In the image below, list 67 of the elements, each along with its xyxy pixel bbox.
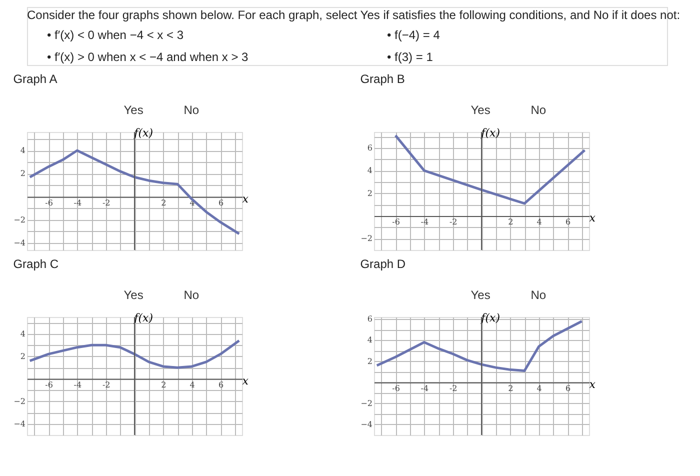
text: No — [184, 103, 200, 117]
y-axis-title: f(x) — [133, 312, 153, 324]
y-tick-label: −2 — [360, 398, 372, 408]
text: • f′(x) < 0 when −4 < x < 3 — [47, 28, 184, 42]
x-tick-label: 2 — [508, 384, 514, 393]
text: Yes — [124, 103, 144, 117]
y-tick-label: 2 — [20, 169, 26, 178]
x-tick-label: -6 — [45, 380, 53, 390]
text: No — [184, 288, 200, 302]
x-tick-label: 2 — [161, 380, 166, 390]
chart-title: Graph A — [13, 72, 58, 86]
y-tick-label: 2 — [367, 356, 372, 366]
x-tick-label: -6 — [392, 384, 400, 393]
x-axis-title: x — [589, 211, 596, 224]
x-tick-label: -4 — [74, 380, 82, 390]
text: • f(−4) = 4 — [387, 28, 440, 42]
x-tick-label: 6 — [565, 217, 571, 226]
x-tick-label: -6 — [392, 217, 400, 226]
y-tick-label: −2 — [14, 215, 26, 224]
text: Yes — [124, 288, 144, 302]
text: • f′(x) > 0 when x < −4 and when x > 3 — [47, 50, 249, 64]
chart-title: Graph B — [360, 72, 405, 86]
text: Consider the four graphs shown below. For each graph, select Yes if satisfies the following conditions, and No if it does not: — [27, 8, 680, 22]
x-tick-label: 6 — [218, 380, 224, 390]
y-axis-title: f(x) — [480, 312, 500, 324]
chart-title: Graph C — [13, 257, 59, 271]
y-tick-label: 4 — [367, 166, 372, 176]
x-tick-label: -6 — [45, 198, 53, 208]
y-tick-label: 6 — [367, 143, 372, 152]
x-tick-label: 6 — [218, 198, 224, 208]
x-tick-label: 2 — [508, 217, 514, 226]
y-tick-label: −4 — [14, 419, 26, 428]
x-tick-label: 2 — [161, 198, 166, 208]
y-tick-label: 2 — [20, 352, 26, 361]
chart-title: Graph D — [360, 257, 406, 271]
x-tick-label: 4 — [536, 217, 542, 226]
x-tick-label: -2 — [102, 198, 110, 208]
x-tick-label: -4 — [420, 217, 429, 226]
x-axis-title: x — [589, 378, 596, 391]
x-tick-label: 6 — [565, 384, 571, 393]
x-tick-label: -2 — [449, 217, 458, 226]
y-tick-label: 4 — [367, 336, 372, 345]
text: Yes — [470, 288, 490, 302]
y-tick-label: 4 — [20, 146, 26, 156]
line-series — [28, 339, 240, 369]
text: Yes — [470, 103, 490, 117]
line-series — [28, 149, 240, 236]
y-tick-label: 6 — [367, 314, 372, 324]
x-tick-label: 4 — [190, 380, 195, 390]
x-tick-label: 4 — [536, 384, 542, 393]
x-tick-label: -4 — [74, 198, 82, 208]
y-tick-label: 2 — [367, 188, 372, 198]
x-tick-label: -4 — [420, 384, 429, 393]
y-tick-label: −2 — [360, 234, 372, 244]
y-tick-label: −4 — [14, 238, 26, 248]
text: No — [530, 103, 546, 117]
x-axis-title: x — [242, 192, 250, 206]
x-tick-label: -2 — [449, 384, 458, 393]
y-tick-label: −4 — [360, 420, 372, 429]
y-tick-label: −2 — [14, 396, 26, 406]
y-axis-title: f(x) — [480, 126, 500, 140]
text: • f(3) = 1 — [387, 50, 434, 64]
x-axis-title: x — [242, 374, 250, 388]
y-axis-title: f(x) — [133, 126, 153, 140]
x-tick-label: -2 — [102, 380, 110, 390]
y-tick-label: 4 — [20, 329, 26, 338]
text: No — [530, 288, 546, 302]
